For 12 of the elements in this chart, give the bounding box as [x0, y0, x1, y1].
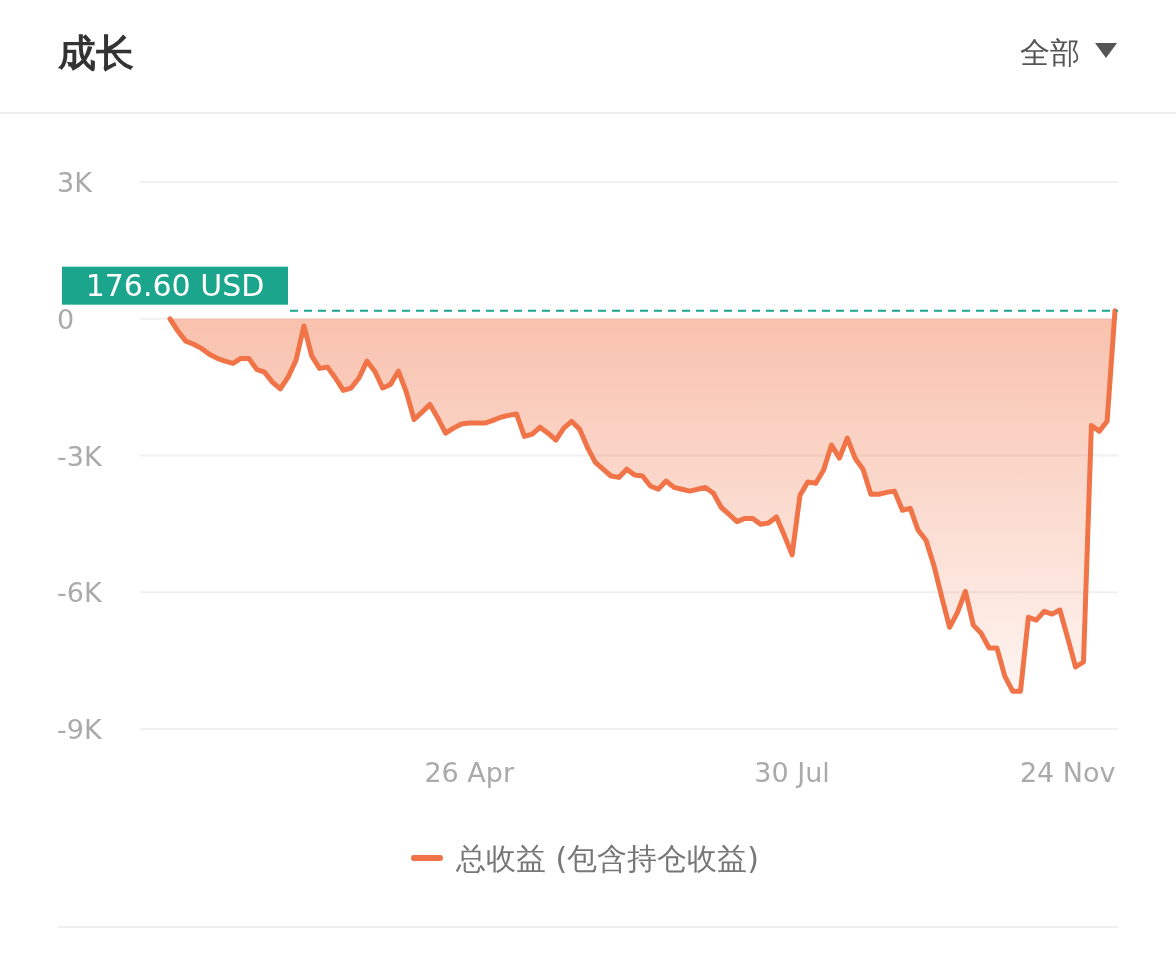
y-tick-label: -6K: [57, 577, 103, 609]
y-tick-label: 0: [57, 303, 75, 335]
y-tick-label: -3K: [57, 440, 103, 472]
annotation: 全部: [1020, 35, 1080, 70]
y-tick-label: -9K: [57, 714, 103, 745]
x-tick-label: 26 Apr: [424, 757, 515, 788]
legend-label: 总收益 (包含持仓收益): [456, 841, 759, 876]
title: 成长: [58, 31, 134, 75]
x-tick-label: 30 Jul: [754, 757, 830, 788]
x-tick-label: 24 Nov: [1019, 757, 1116, 788]
y-tick-label: 3K: [57, 167, 94, 198]
ref-label: 176.60 USD: [85, 267, 265, 303]
